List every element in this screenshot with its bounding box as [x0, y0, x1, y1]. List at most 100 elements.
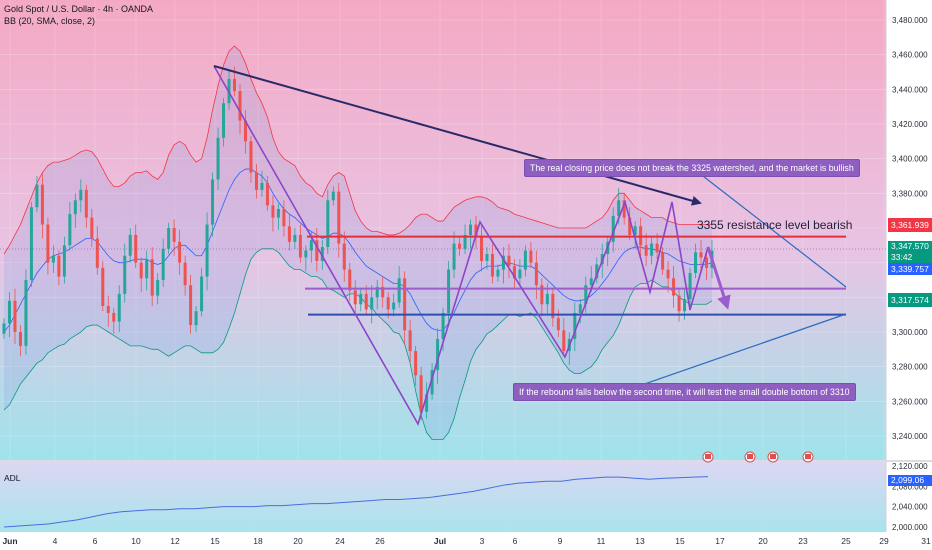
trend-drawings[interactable] [213, 65, 847, 427]
candle-body[interactable] [112, 312, 116, 322]
candle-body[interactable] [254, 172, 258, 190]
candle-body[interactable] [628, 217, 632, 235]
candle-body[interactable] [496, 269, 500, 277]
candle-body[interactable] [315, 240, 319, 261]
time-axis-background[interactable] [0, 532, 932, 550]
candle-body[interactable] [490, 254, 494, 277]
candle-body[interactable] [463, 234, 467, 249]
candle-body[interactable] [474, 224, 478, 237]
candle-body[interactable] [51, 255, 55, 263]
candle-body[interactable] [46, 224, 50, 263]
candle-body[interactable] [436, 338, 440, 371]
candle-body[interactable] [447, 269, 451, 313]
candle-body[interactable] [211, 179, 215, 225]
candle-body[interactable] [167, 228, 171, 249]
candle-body[interactable] [128, 234, 132, 256]
candle-body[interactable] [705, 257, 709, 268]
candle-body[interactable] [518, 269, 522, 279]
candle-body[interactable] [529, 250, 533, 263]
candle-body[interactable] [73, 200, 77, 215]
candle-body[interactable] [589, 278, 593, 286]
candle-body[interactable] [271, 205, 275, 218]
key-level-lines[interactable] [305, 235, 846, 316]
candle-body[interactable] [425, 394, 429, 412]
candle-body[interactable] [117, 293, 121, 322]
wedge-lower-line[interactable] [609, 313, 847, 397]
candle-body[interactable] [633, 226, 637, 235]
candle-body[interactable] [584, 285, 588, 305]
candle-body[interactable] [123, 255, 127, 294]
candle-body[interactable] [95, 238, 99, 268]
candle-body[interactable] [650, 243, 654, 256]
candle-body[interactable] [392, 302, 396, 310]
candle-body[interactable] [540, 285, 544, 305]
candle-body[interactable] [62, 245, 66, 277]
candle-body[interactable] [381, 286, 385, 298]
candle-body[interactable] [545, 293, 549, 305]
candle-body[interactable] [551, 293, 555, 319]
candle-body[interactable] [617, 200, 621, 216]
annotation-top-note[interactable]: The real closing price does not break th… [524, 159, 860, 177]
candle-body[interactable] [573, 312, 577, 339]
symbol-title[interactable]: Gold Spot / U.S. Dollar · 4h · OANDA [4, 4, 154, 14]
candle-body[interactable] [84, 189, 88, 218]
resistance-label[interactable]: 3355 resistance level bearish [697, 218, 853, 232]
candle-body[interactable] [24, 280, 28, 346]
candle-body[interactable] [150, 259, 154, 296]
candle-body[interactable] [309, 240, 313, 251]
candle-body[interactable] [370, 297, 374, 310]
candle-body[interactable] [666, 269, 670, 279]
zigzag-pattern-line[interactable] [213, 65, 709, 427]
candle-body[interactable] [408, 330, 412, 352]
candle-body[interactable] [688, 273, 692, 300]
candle-body[interactable] [403, 278, 407, 331]
candle-body[interactable] [282, 208, 286, 227]
candle-body[interactable] [578, 304, 582, 313]
candle-body[interactable] [507, 255, 511, 267]
candle-body[interactable] [161, 248, 165, 280]
candle-body[interactable] [101, 267, 105, 306]
candle-body[interactable] [260, 182, 264, 190]
candle-body[interactable] [342, 243, 346, 270]
candle-body[interactable] [359, 293, 363, 305]
candle-body[interactable] [683, 299, 687, 312]
candle-body[interactable] [2, 323, 6, 334]
candle-body[interactable] [595, 264, 599, 279]
candle-body[interactable] [222, 103, 226, 138]
candle-body[interactable] [534, 262, 538, 286]
trend-arrow-down[interactable] [213, 65, 702, 206]
candle-body[interactable] [419, 375, 423, 412]
candle-body[interactable] [672, 278, 676, 296]
candle-body[interactable] [485, 254, 489, 261]
candle-body[interactable] [364, 293, 368, 310]
candle-body[interactable] [13, 300, 17, 332]
candle-body[interactable] [276, 208, 280, 218]
candle-body[interactable] [178, 241, 182, 263]
candle-body[interactable] [200, 276, 204, 312]
candle-body[interactable] [40, 184, 44, 225]
candle-body[interactable] [156, 280, 160, 296]
annotation-bottom-note[interactable]: If the rebound falls below the second ti… [513, 383, 856, 401]
candle-body[interactable] [18, 332, 22, 346]
adl-label[interactable]: ADL [4, 473, 21, 483]
candle-body[interactable] [414, 351, 418, 376]
candle-body[interactable] [320, 247, 324, 261]
candle-body[interactable] [611, 215, 615, 242]
candle-body[interactable] [35, 184, 39, 208]
candle-body[interactable] [243, 120, 247, 142]
candle-body[interactable] [348, 269, 352, 291]
candle-body[interactable] [375, 286, 379, 298]
candle-body[interactable] [183, 262, 187, 286]
candle-body[interactable] [441, 312, 445, 339]
candle-body[interactable] [512, 266, 516, 279]
candle-body[interactable] [145, 259, 149, 279]
candle-body[interactable] [469, 224, 473, 235]
candle-body[interactable] [661, 252, 665, 270]
candle-body[interactable] [458, 243, 462, 249]
candle-body[interactable] [677, 295, 681, 312]
candle-body[interactable] [29, 207, 33, 280]
candle-body[interactable] [265, 182, 269, 206]
indicator-legend[interactable]: BB (20, SMA, close, 2) [4, 16, 96, 26]
